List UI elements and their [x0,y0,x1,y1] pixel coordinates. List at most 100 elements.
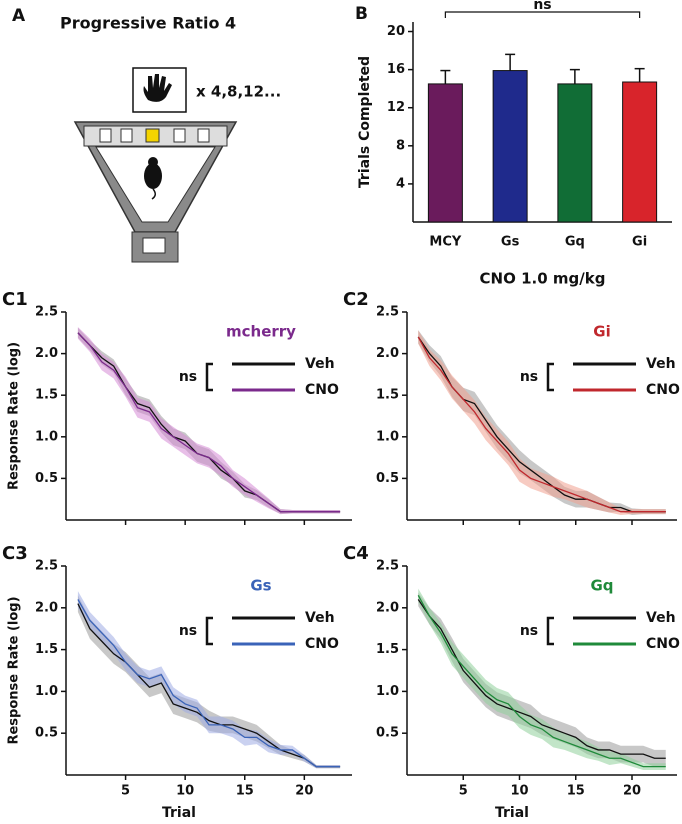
y-axis-label: Trials Completed [357,56,373,188]
y-tick-label: 20 [387,24,405,39]
y-tick-label: 2.0 [35,600,58,615]
y-tick-label: 0.5 [376,726,399,741]
annotation: ns [520,623,538,639]
error-band [77,595,341,769]
lit-port [145,128,160,143]
legend-label: CNO [646,382,680,398]
x-tick-label: 15 [236,784,254,799]
panel-label: B [355,4,368,24]
panel-label: C4 [343,543,369,564]
x-tick-label: 10 [510,784,528,799]
legend-label: CNO [305,382,339,398]
panel-label: C2 [343,289,369,310]
legend-bracket [546,616,554,646]
legend-title: Gs [250,577,271,595]
series-line [417,336,666,513]
bar [427,83,463,223]
y-tick-label: 1.0 [35,684,58,699]
series-line [417,594,666,768]
error-band [418,330,666,516]
series-line [417,599,666,759]
y-tick-label: 16 [387,62,405,77]
bar [557,83,593,223]
hand-icon [143,74,172,102]
error-band [77,327,341,515]
x-tick-label: Gs [501,235,520,250]
port [173,128,186,143]
series-line [77,332,341,513]
y-tick-label: 1.0 [376,684,399,699]
legend-bracket [205,362,213,392]
y-tick-label: 2.5 [35,305,58,320]
panel-label: A [12,6,26,26]
legend-bracket [205,616,213,646]
y-tick-label: 1.5 [376,388,399,403]
y-tick-label: 1.0 [35,429,58,444]
y-tick-label: 1.5 [35,642,58,657]
legend-label: Veh [646,356,676,372]
y-tick-label: 2.5 [376,305,399,320]
mouse-tail [151,188,156,200]
y-tick-label: 2.5 [35,559,58,574]
annotation: ns [179,623,197,639]
legend-label: Veh [646,610,676,626]
y-tick-label: 1.5 [35,388,58,403]
y-tick-label: 2.0 [376,346,399,361]
series-line [77,599,341,768]
legend-label: Veh [305,610,335,626]
mouse-head [148,157,158,167]
legend-title: Gi [593,323,610,341]
panel-label: C1 [2,289,28,310]
x-tick-label: MCY [429,235,461,250]
significance-bracket [444,11,641,18]
mouse-icon [144,163,162,189]
x-tick-label: Gi [632,235,647,250]
port [197,128,210,143]
panel-a: A Progressive Ratio 4 x 4,8,12... [12,6,281,263]
y-tick-label: 2.5 [376,559,399,574]
magazine-opening [142,237,166,254]
legend-label: Veh [305,356,335,372]
x-tick-label: 20 [623,784,641,799]
y-tick-label: 1.5 [376,642,399,657]
series-line [77,332,341,513]
legend-title: mcherry [226,323,296,341]
annotation: ns [520,369,538,385]
bar [622,81,658,223]
y-axis-label: Response Rate (log) [7,342,22,490]
y-tick-label: 0.5 [35,471,58,486]
x-axis-label: Trial [162,805,196,821]
bar [492,70,528,223]
error-band [77,326,341,515]
y-tick-label: 4 [396,176,405,191]
legend-title: Gq [590,577,613,595]
y-axis-label: Response Rate (log) [7,596,22,744]
annotation: ns [533,0,551,13]
x-tick-label: 5 [459,784,468,799]
x-tick-label: 5 [121,784,130,799]
port [99,128,112,143]
port [120,128,133,143]
x-tick-label: 15 [567,784,585,799]
y-tick-label: 2.0 [376,600,399,615]
x-axis-label: CNO 1.0 mg/kg [480,270,606,288]
y-tick-label: 0.5 [35,726,58,741]
legend-label: CNO [646,636,680,652]
legend-label: CNO [305,636,339,652]
panel-label: C3 [2,543,28,564]
x-tick-label: 20 [295,784,313,799]
legend-bracket [546,362,554,392]
x-tick-label: 10 [176,784,194,799]
series-line [77,603,341,768]
y-tick-label: 1.0 [376,429,399,444]
y-tick-label: 12 [387,100,405,115]
y-tick-label: 8 [396,138,405,153]
schedule-label: x 4,8,12... [196,83,281,101]
y-tick-label: 2.0 [35,346,58,361]
y-tick-label: 0.5 [376,471,399,486]
error-band [77,591,341,769]
annotation: ns [179,369,197,385]
panel-title: Progressive Ratio 4 [60,14,236,33]
x-axis-label: Trial [495,805,529,821]
